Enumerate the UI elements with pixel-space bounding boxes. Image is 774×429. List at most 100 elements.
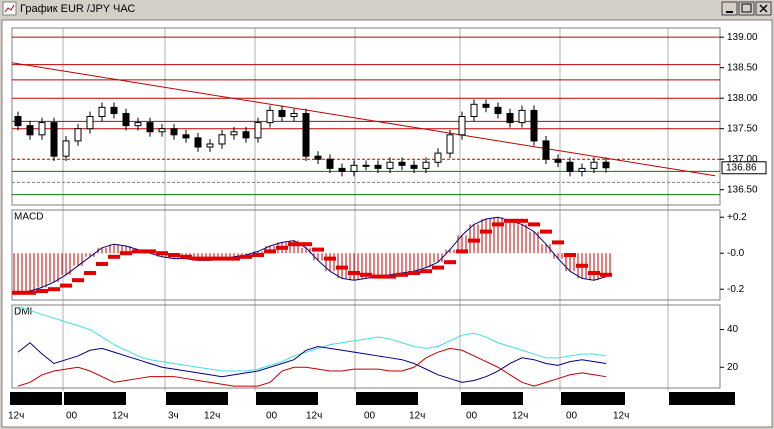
signal-point [500,222,504,227]
signal-point [436,265,440,270]
signal-point [296,242,300,247]
y-tick-label: 139.00 [727,32,758,43]
chart-area [1,19,773,428]
signal-point [552,240,556,245]
date-label: 2.10.20 [15,394,49,405]
window-title: График EUR /JPY ЧАС [20,3,135,15]
signal-point [460,249,464,254]
date-label: 9.10.2014 [466,394,511,405]
signal-point [396,272,400,277]
signal-point [96,262,100,266]
signal-point [60,283,64,288]
signal-point [196,256,200,261]
signal-point [284,245,288,250]
signal-point [596,271,600,275]
panel-frame [11,209,721,301]
date-label: 10.10.2014 [566,394,616,405]
signal-point [400,272,404,277]
signal-point [540,229,544,234]
candle-body [14,116,22,127]
signal-point [112,254,116,259]
candle-body [62,140,70,157]
signal-point [152,249,156,254]
signal-point [260,253,264,257]
signal-point [124,251,128,256]
signal-point [32,290,36,295]
date-label: 6.10.2014 [171,394,216,405]
window-buttons[interactable] [721,1,772,16]
signal-point [28,290,32,295]
candle-body [146,122,154,133]
signal-point [220,256,224,261]
candle-body [410,164,418,169]
signal-point [212,256,216,261]
date-box [461,392,523,405]
date-box [256,392,318,405]
date-label: 8.10.2014 [361,394,406,405]
signal-point [192,256,196,261]
signal-point [408,271,412,275]
signal-point [572,253,576,257]
signal-point [484,229,488,234]
signal-point [264,249,268,254]
candle-body [242,131,250,139]
signal-point [380,274,384,279]
minimize-button[interactable] [721,1,738,16]
date-label: 7.10.2014 [261,394,306,405]
candle-body [266,109,274,124]
hour-label: 12ч [613,411,629,422]
candle-body [434,152,442,163]
signal-point [520,218,524,223]
signal-point [440,265,444,270]
y-tick-label: 137.50 [727,123,758,134]
candle-body [518,109,526,124]
date-label: 3.10.2014 [69,394,114,405]
signal-point [120,251,124,256]
signal-point [412,271,416,275]
candle-body [86,116,94,130]
signal-point [56,287,60,292]
hour-label: 12ч [8,411,24,422]
candle-body [530,109,538,142]
signal-point [548,229,552,234]
signal-point [276,245,280,250]
signal-point [584,263,588,268]
hour-label: 3ч [168,411,179,422]
signal-point [132,249,136,254]
candle-body [422,161,430,169]
signal-point [184,254,188,259]
candle-body [470,103,478,118]
date-box [561,392,625,405]
signal-point [240,254,244,259]
signal-point [188,254,192,259]
hour-label: 00 [364,411,376,422]
signal-point [424,269,428,274]
signal-point [80,278,84,283]
title-bar [0,0,774,18]
signal-point [312,247,316,252]
signal-point [88,271,92,275]
signal-point [368,272,372,277]
signal-point [20,290,24,295]
price-label: 136.86 [726,162,757,173]
candle-body [374,164,382,169]
signal-point [68,283,72,288]
signal-point [108,254,112,259]
signal-point [328,256,332,261]
signal-point [464,249,468,254]
signal-point [180,254,184,259]
signal-point [512,218,516,223]
signal-point [364,272,368,277]
signal-point [92,271,96,275]
signal-point [420,269,424,274]
candle-body [542,140,550,160]
signal-point [388,274,392,279]
signal-point [208,256,212,261]
signal-point [136,249,140,254]
signal-point [272,249,276,254]
signal-point [360,272,364,277]
signal-point [200,256,204,261]
candle-body [206,143,214,148]
signal-point [300,242,304,247]
